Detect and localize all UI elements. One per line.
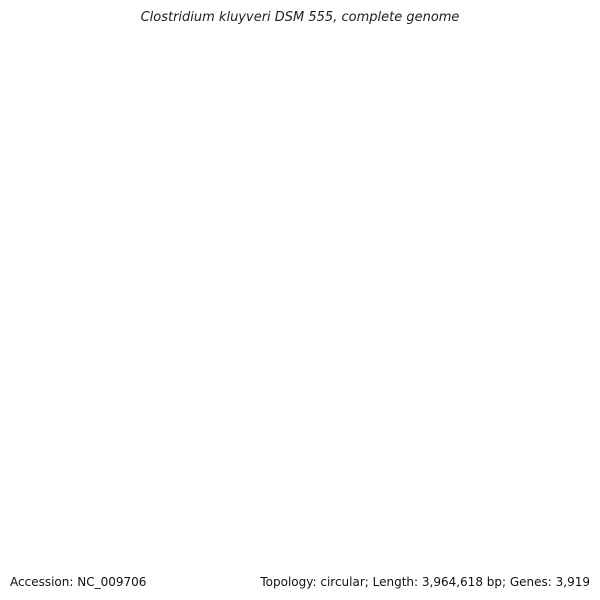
genome-summary-text: Topology: circular; Length: 3,964,618 bp… <box>260 575 590 589</box>
map-title: Clostridium kluyveri DSM 555, complete g… <box>140 10 460 25</box>
accession-text: Accession: NC_009706 <box>10 575 147 589</box>
